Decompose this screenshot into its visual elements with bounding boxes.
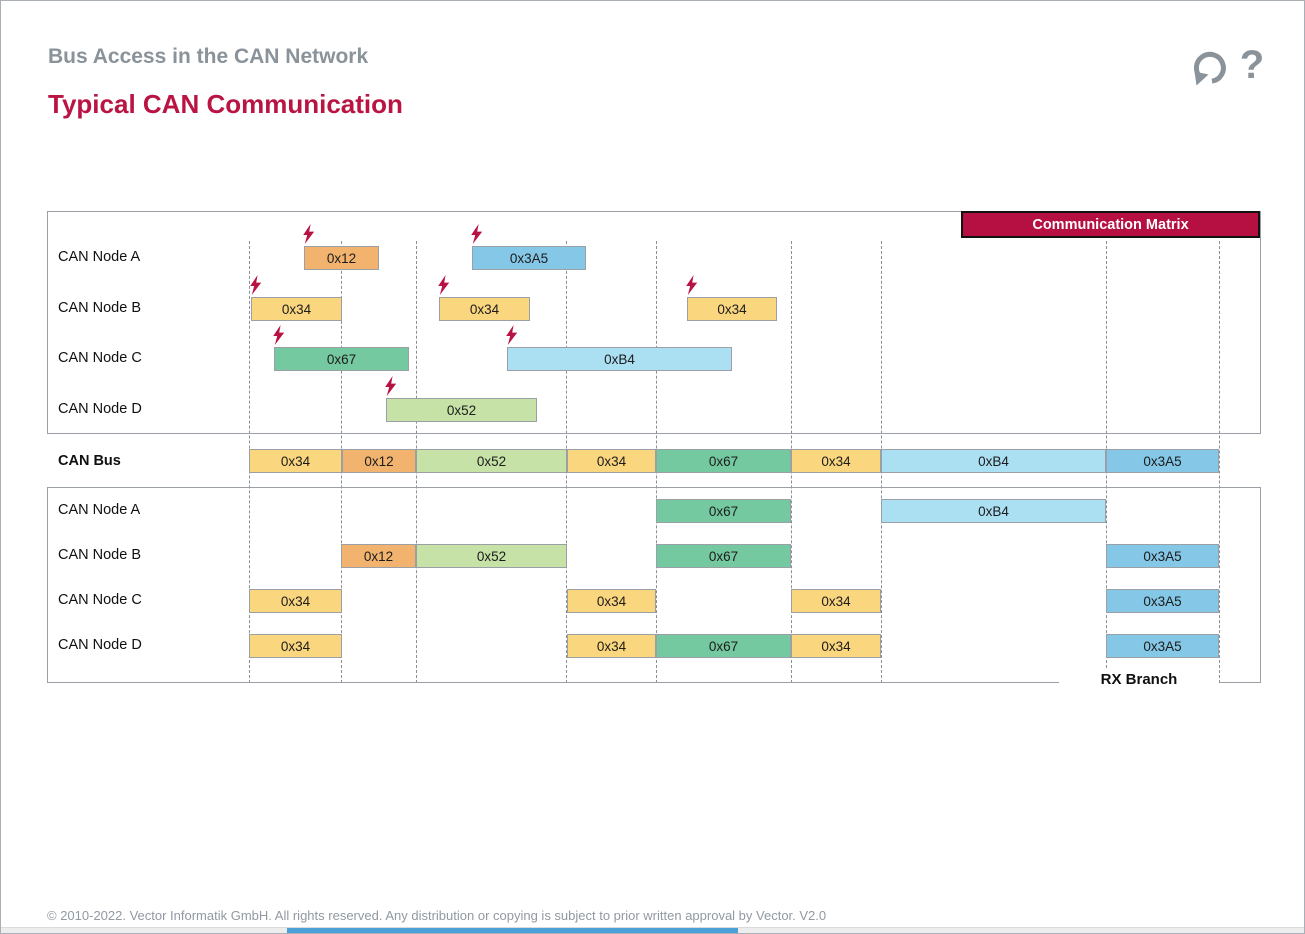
node-label: CAN Node C	[58, 592, 142, 608]
can-frame: 0x67	[656, 544, 791, 568]
can-frame: 0x3A5	[1106, 449, 1219, 473]
can-frame: 0x12	[304, 246, 379, 270]
rx-branch-label: RX Branch	[1059, 669, 1219, 691]
node-label: CAN Node B	[58, 547, 142, 563]
node-label: CAN Node A	[58, 502, 141, 518]
can-frame: 0xB4	[881, 449, 1106, 473]
can-frame: 0x12	[341, 544, 416, 568]
lightning-bolt-icon	[302, 224, 315, 244]
can-frame: 0x12	[342, 449, 416, 473]
can-frame: 0x3A5	[1106, 589, 1219, 613]
lightning-bolt-icon	[437, 275, 450, 295]
can-frame: 0x34	[791, 589, 881, 613]
replay-button[interactable]	[1191, 49, 1229, 87]
can-frame: 0x3A5	[1106, 634, 1219, 658]
node-label: CAN Node C	[58, 350, 142, 366]
node-label: CAN Node B	[58, 300, 142, 316]
can-frame: 0x34	[439, 297, 530, 321]
can-frame: 0x52	[416, 544, 567, 568]
can-frame: 0x3A5	[1106, 544, 1219, 568]
can-frame: 0x34	[567, 589, 656, 613]
timeline-gridline	[1219, 241, 1220, 683]
can-frame: 0x34	[249, 449, 342, 473]
lightning-bolt-icon	[384, 376, 397, 396]
can-frame: 0x34	[791, 634, 881, 658]
can-frame: 0x52	[416, 449, 567, 473]
node-label: CAN Node D	[58, 637, 142, 653]
can-frame: 0x34	[567, 634, 656, 658]
lightning-bolt-icon	[249, 275, 262, 295]
can-bus-label: CAN Bus	[58, 453, 121, 469]
can-frame: 0x34	[687, 297, 777, 321]
question-mark-icon: ?	[1239, 43, 1265, 87]
node-label: CAN Node D	[58, 401, 142, 417]
rx-branch-box	[47, 487, 1261, 683]
progress-bar	[287, 928, 738, 933]
can-frame: 0xB4	[881, 499, 1106, 523]
lightning-bolt-icon	[470, 224, 483, 244]
can-frame: 0x67	[656, 499, 791, 523]
can-frame: 0x67	[656, 634, 791, 658]
node-label: CAN Node A	[58, 249, 141, 265]
page-title: Typical CAN Communication	[48, 89, 403, 119]
can-frame: 0x67	[656, 449, 791, 473]
can-frame: 0x52	[386, 398, 537, 422]
can-frame: 0x34	[249, 634, 342, 658]
can-frame: 0x34	[567, 449, 656, 473]
lightning-bolt-icon	[685, 275, 698, 295]
lightning-bolt-icon	[272, 325, 285, 345]
communication-matrix-button[interactable]: Communication Matrix	[961, 211, 1260, 238]
can-frame: 0x3A5	[472, 246, 586, 270]
help-button[interactable]: ?	[1237, 43, 1267, 87]
can-frame: 0x34	[791, 449, 881, 473]
can-frame: 0x34	[249, 589, 342, 613]
tx-branch-box	[47, 211, 1261, 434]
course-section-title: Bus Access in the CAN Network	[48, 45, 369, 68]
replay-icon	[1191, 51, 1229, 91]
can-frame: 0xB4	[507, 347, 732, 371]
can-frame: 0x34	[251, 297, 342, 321]
can-frame: 0x67	[274, 347, 409, 371]
copyright-text: © 2010-2022. Vector Informatik GmbH. All…	[47, 908, 827, 923]
lightning-bolt-icon	[505, 325, 518, 345]
